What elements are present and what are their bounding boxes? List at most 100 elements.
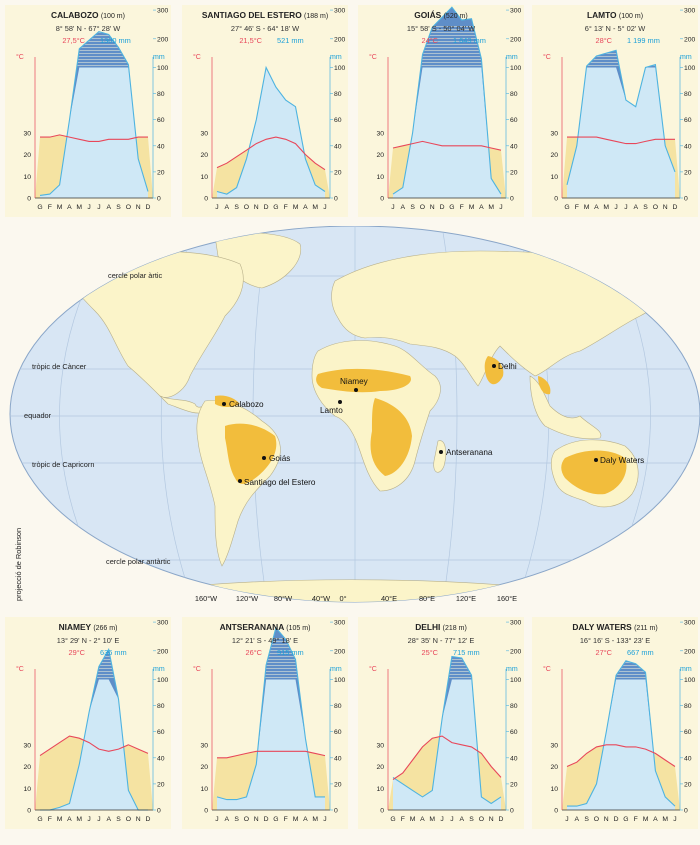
temp-tick-label: 10 [550, 174, 558, 181]
month-label: O [594, 816, 599, 823]
world-map: cercle polar àrtic tròpic de Càncer equa… [0, 225, 700, 608]
temp-tick-label: 20 [23, 764, 31, 771]
precip-tick-label: 100 [157, 677, 169, 684]
temperature-line [40, 134, 148, 142]
month-label: S [410, 204, 415, 211]
month-label: A [106, 816, 111, 823]
precip-tick-label: 20 [334, 781, 342, 788]
precip-unit-label: mm [153, 54, 165, 61]
precipitation-line [39, 30, 149, 196]
precip-tick-label: 0 [510, 808, 514, 815]
precip-tick-label: 20 [510, 781, 518, 788]
month-label: J [614, 204, 617, 211]
station-altitude: (100 m) [618, 13, 644, 20]
climate-chart-panel: °C mm 0 10 20 30 0 20 40 60 80 100 200 300 J A S O N D G F M A M… [358, 5, 524, 217]
mean-temperature: 27°C [595, 648, 612, 657]
month-label: F [48, 204, 52, 211]
precip-unit-label: mm [330, 666, 342, 673]
station-name: ANTSERANANA [219, 622, 284, 632]
temp-unit-label: °C [543, 53, 551, 61]
precip-tick-label: 0 [510, 196, 514, 203]
month-label: N [136, 816, 141, 823]
temp-tick-label: 0 [204, 196, 208, 203]
annual-precipitation: 667 mm [627, 648, 654, 657]
precip-tick-label: 80 [157, 703, 165, 710]
precip-tick-label: 20 [684, 169, 692, 176]
month-label: D [264, 204, 269, 211]
savanna-areas [215, 356, 627, 495]
station-coordinates: 8° 58' N - 67° 28' W [55, 24, 121, 33]
station-name: DELHI [415, 622, 441, 632]
month-label: A [401, 204, 406, 211]
temp-tick-label: 30 [200, 130, 208, 137]
month-label: J [323, 816, 326, 823]
temperature-line [392, 140, 502, 151]
precip-tick-label: 60 [157, 729, 165, 736]
temp-tick-label: 20 [200, 764, 208, 771]
precip-tick-label: 200 [684, 36, 696, 43]
month-label: M [662, 816, 668, 823]
precip-tick-label: 200 [334, 648, 346, 655]
month-label: N [136, 204, 141, 211]
month-label: A [225, 204, 230, 211]
precip-tick-label: 40 [684, 755, 692, 762]
temp-tick-label: 30 [23, 742, 31, 749]
temp-tick-label: 0 [380, 808, 384, 815]
temp-tick-label: 0 [27, 196, 31, 203]
month-label: N [663, 204, 668, 211]
mean-temperature: 24°C [421, 36, 438, 45]
precip-tick-label: 0 [334, 808, 338, 815]
precip-tick-label: 80 [157, 91, 165, 98]
precip-tick-label: 100 [684, 677, 696, 684]
month-label: D [146, 204, 151, 211]
month-label: A [225, 816, 230, 823]
month-label: F [48, 816, 52, 823]
precip-tick-label: 60 [334, 729, 342, 736]
precip-tick-label: 0 [157, 196, 161, 203]
month-label: J [323, 204, 326, 211]
precip-tick-label: 100 [684, 65, 696, 72]
month-label: J [215, 204, 218, 211]
mean-temperature: 28°C [595, 36, 612, 45]
lon-80w: 80°W [274, 594, 292, 603]
month-label: J [87, 816, 90, 823]
mean-temperature: 21,5°C [239, 36, 262, 45]
precip-tick-label: 100 [334, 65, 346, 72]
climate-chart-panel: °C mm 0 10 20 30 0 20 40 60 80 100 200 300 G F M A M J J A S O N… [358, 617, 524, 829]
precipitation-line [392, 6, 502, 195]
month-label: J [97, 204, 100, 211]
tropic-capricorn-label: tròpic de Capricorn [32, 460, 94, 469]
month-label: A [67, 204, 72, 211]
lon-40e: 40°E [381, 594, 397, 603]
station-title: ANTSERANANA (105 m) [182, 622, 348, 632]
station-altitude: (218 m) [442, 625, 467, 632]
temp-tick-label: 30 [550, 130, 558, 137]
station-altitude: (211 m) [634, 625, 658, 632]
climate-chart-panel: °C mm 0 10 20 30 0 20 40 60 80 100 200 300 G F M A M J J A S O N… [5, 5, 171, 217]
precip-tick-label: 80 [334, 91, 342, 98]
temp-tick-label: 20 [550, 152, 558, 159]
station-name: GOIÁS [414, 10, 442, 20]
lon-0: 0° [339, 594, 346, 603]
station-title: LAMTO (100 m) [532, 10, 698, 20]
annual-precipitation: 1 199 mm [627, 36, 660, 45]
station-antseranana: Antseranana [446, 448, 493, 457]
month-label: N [430, 204, 435, 211]
precip-area [40, 31, 148, 198]
precip-unit-label: mm [680, 54, 692, 61]
precip-tick-label: 200 [684, 648, 696, 655]
precip-tick-label: 300 [157, 8, 169, 15]
station-altitude: (105 m) [286, 625, 311, 632]
month-label: D [146, 816, 151, 823]
station-name: DALY WATERS [572, 622, 632, 632]
temperature-line [217, 750, 326, 759]
month-label: G [623, 816, 628, 823]
station-coordinates: 28° 35' N - 77° 12' E [407, 636, 475, 645]
month-label: S [584, 816, 589, 823]
month-label: S [643, 204, 648, 211]
station-title: SANTIAGO DEL ESTERO (188 m) [182, 10, 348, 20]
station-title: DALY WATERS (211 m) [532, 622, 698, 632]
precip-tick-label: 0 [684, 808, 688, 815]
